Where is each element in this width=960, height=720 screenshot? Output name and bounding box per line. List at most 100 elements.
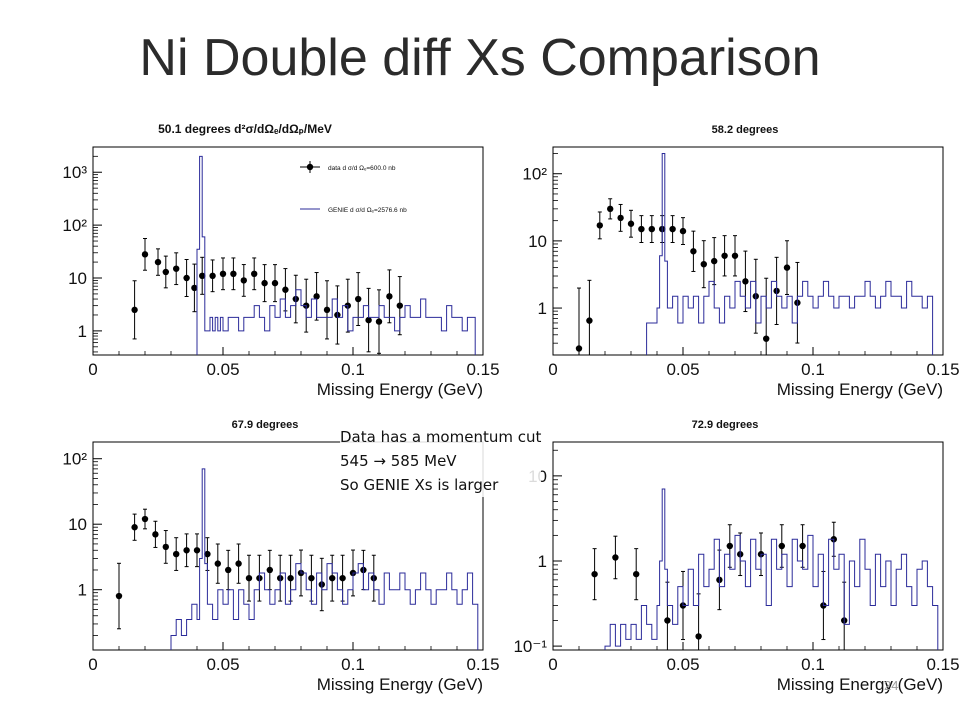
x-tick-label: 0.1 [341,655,365,674]
data-point [627,220,635,227]
data-point [235,560,242,567]
data-point [282,286,289,293]
y-tick-label: 1 [78,322,87,341]
chart-panel-72-9-degrees: 72.9 degrees 0 0.05 0.1 0.15 Missing Energy (… [505,410,959,700]
data-point [313,293,320,300]
y-tick-label: 10 [68,269,87,288]
data-point [586,317,593,324]
note-line: 545 → 585 MeV [340,452,457,470]
data-point [648,225,655,233]
data-point [591,570,598,578]
data-points [575,198,801,356]
data-point [162,543,169,551]
y-tick-label: 10² [522,165,547,184]
chart-title: 50.1 degrees d²σ/dΩₑ/dΩₚ/MeV [158,122,332,136]
plot-frame [552,146,944,356]
data-point [183,274,190,282]
genie-step-line [646,153,934,355]
x-tick-label: 0 [88,655,97,674]
data-point [721,252,728,259]
plot-frame [552,441,944,651]
x-axis-label: Missing Energy (GeV) [777,675,943,694]
data-point [386,293,393,300]
chart-legend: data d σ/d Ωₑ=600.0 nb GENIE d σ/d Ωₑ=257… [300,161,407,214]
data-point [700,260,707,268]
data-point [596,222,603,229]
data-point [799,542,806,550]
data-point [329,574,336,582]
annotation-note: Data has a momentum cut 545 → 585 MeV So… [340,425,542,497]
data-point [726,542,733,550]
data-point [199,272,206,280]
plot-frame [92,146,484,356]
genie-step-line [604,488,939,650]
data-point [141,251,149,258]
data-point [204,550,211,558]
data-point [783,264,791,271]
data-point [690,248,697,255]
data-point [266,566,273,574]
data-point [245,574,253,582]
data-point [287,574,294,582]
x-tick-label: 0.15 [926,360,959,379]
x-tick-label: 0.1 [801,655,825,674]
slide-title: Ni Double diff Xs Comparison [139,29,821,87]
data-point [617,214,624,222]
data-point [240,277,247,284]
data-point [131,524,138,531]
data-point [214,560,221,567]
chart-title: 58.2 degrees [712,124,779,136]
data-point [271,279,279,287]
data-point [152,531,159,538]
y-tick-label: 10 [528,232,547,251]
genie-histogram [604,488,939,650]
x-tick-label: 0.1 [801,360,825,379]
data-point [633,570,640,578]
legend-entry-data: data d σ/d Ωₑ=600.0 nb [328,165,396,172]
data-point [308,574,315,582]
data-point [183,547,190,554]
data-point [173,550,180,558]
y-tick-label: 10² [62,450,87,469]
y-tick-label: 1 [78,581,87,600]
x-tick-label: 0 [548,655,557,674]
data-point [339,574,346,582]
data-point [731,252,739,259]
data-point [323,306,331,314]
x-axis-label: Missing Energy (GeV) [777,380,943,399]
x-axis-label: Missing Energy (GeV) [317,675,483,694]
data-point [162,268,169,276]
page-number: 24 [884,678,899,693]
data-point [742,278,749,285]
data-point [230,270,237,278]
genie-histogram [646,153,934,355]
data-point [173,265,180,272]
y-tick-label: 10³ [62,163,87,182]
x-tick-label: 0.05 [666,655,699,674]
data-point [763,335,770,342]
data-point [209,272,216,280]
y-tick-label: 10⁻¹ [513,637,547,656]
data-point [575,345,583,352]
data-point [695,633,702,640]
y-tick-label: 1 [538,552,547,571]
data-point [131,306,138,314]
data-point [225,566,232,574]
x-axis-label: Missing Energy (GeV) [317,380,483,399]
x-tick-label: 0.05 [206,360,239,379]
x-tick-label: 0 [548,360,557,379]
y-tick-label: 10 [68,515,87,534]
chart-panel-67-9-degrees: 67.9 degrees 0 0.05 0.1 0.15 Missing Energy (… [45,410,499,700]
genie-histogram [170,468,479,650]
data-point [396,302,403,309]
legend-entry-genie: GENIE d σ/d Ωₑ=2576.6 nb [328,207,407,214]
x-tick-label: 0.05 [666,360,699,379]
data-point [711,257,718,265]
data-point [679,227,687,235]
data-points [115,508,377,630]
chart-title: 67.9 degrees [232,419,299,431]
data-point [141,515,149,523]
chart-panel-50-1-degrees: 50.1 degrees d²σ/dΩₑ/dΩₚ/MeV 0 0.05 0.1 0.15… [45,115,499,405]
